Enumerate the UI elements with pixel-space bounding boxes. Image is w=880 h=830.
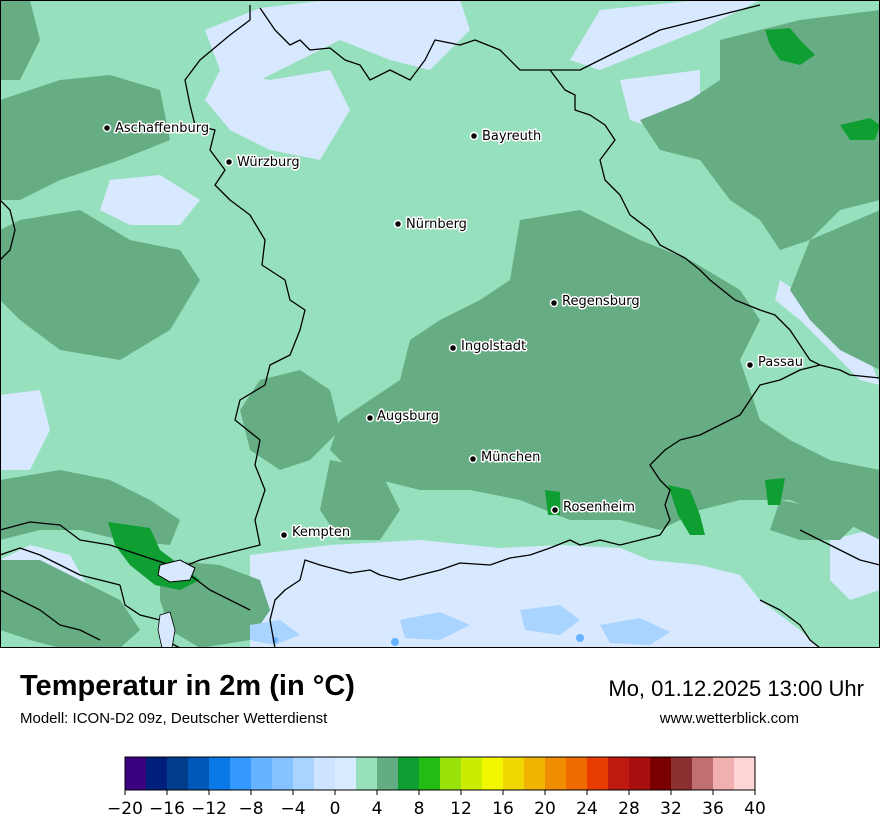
legend-tick-label: −12 [191,799,227,819]
legend-tick-label: 8 [414,799,425,819]
legend-ticks: −20 −16 −12 −8 −4 0 4 8 12 16 20 24 28 32 36 40 [107,790,766,819]
forecast-datetime: Mo, 01.12.2025 13:00 Uhr [608,676,864,701]
legend-swatch [146,757,168,790]
map-title: Temperatur in 2m (in °C) [20,670,355,702]
city-rosenheim[interactable]: Rosenheim [550,499,636,517]
city-aschaffenburg[interactable]: Aschaffenburg [102,120,211,138]
legend-swatch [503,757,525,790]
alpine-cold-spots [250,605,670,646]
city-bayreuth[interactable]: Bayreuth [469,128,543,146]
lake-constance [157,559,196,583]
temperature-map[interactable]: Aschaffenburg Würzburg Bayreuth Nürnberg… [0,0,880,648]
legend-swatch [545,757,567,790]
legend-swatch [251,757,273,790]
czech-border [549,69,821,366]
legend-swatches [125,757,756,790]
legend-swatch [230,757,252,790]
color-legend: −20 −16 −12 −8 −4 0 4 8 12 16 20 24 28 32 36 40 [107,756,766,819]
city-wuerzburg[interactable]: Würzburg [224,154,301,172]
svg-text:München: München [481,450,540,465]
southeast-border [759,529,880,648]
city-regensburg[interactable]: Regensburg [549,293,641,311]
legend-swatch [671,757,693,790]
svg-text:Bayreuth: Bayreuth [482,129,541,144]
legend-tick-label: 16 [492,799,514,819]
legend-swatch [335,757,357,790]
legend-tick-label: 36 [702,799,724,819]
legend-tick-label: −20 [107,799,143,819]
city-passau[interactable]: Passau [745,354,804,372]
legend-tick-label: −8 [238,799,263,819]
legend-swatch [482,757,504,790]
svg-text:Kempten: Kempten [292,525,350,540]
svg-text:Passau: Passau [758,355,803,370]
legend-tick-label: 0 [330,799,341,819]
legend-swatch [650,757,672,790]
lake-garda [157,611,176,648]
svg-text:Würzburg: Würzburg [237,155,300,170]
legend-swatch [356,757,378,790]
website-link[interactable]: www.wetterblick.com [659,710,799,727]
city-muenchen[interactable]: München [468,449,542,467]
legend-swatch [566,757,588,790]
svg-text:Regensburg: Regensburg [562,294,640,309]
legend-swatch [440,757,462,790]
legend-swatch [272,757,294,790]
legend-swatch [419,757,441,790]
legend-swatch [524,757,546,790]
legend-swatch [188,757,210,790]
svg-text:Nürnberg: Nürnberg [406,217,467,232]
legend-swatch [734,757,756,790]
legend-tick-label: 24 [576,799,598,819]
city-markers: Aschaffenburg Würzburg Bayreuth Nürnberg… [102,120,804,542]
western-border [0,199,16,261]
legend-tick-label: 40 [744,799,766,819]
legend-swatch [692,757,714,790]
legend-swatch [608,757,630,790]
bavaria-northern-border [184,5,550,106]
legend-tick-label: 32 [660,799,682,819]
mild-zones [0,0,880,648]
city-nuernberg[interactable]: Nürnberg [393,216,468,234]
borders [0,4,880,648]
legend-swatch [713,757,735,790]
legend-swatch [377,757,399,790]
svg-text:Rosenheim: Rosenheim [563,500,635,515]
legend-swatch [209,757,231,790]
bavaria-border [174,104,306,571]
czech-austria-border [819,364,880,379]
legend-tick-label: −16 [149,799,185,819]
city-ingolstadt[interactable]: Ingolstadt [448,338,528,356]
svg-text:Aschaffenburg: Aschaffenburg [115,121,209,136]
legend-swatch [398,757,420,790]
svg-text:Ingolstadt: Ingolstadt [461,339,526,354]
svg-text:Augsburg: Augsburg [377,409,439,424]
legend-tick-label: 28 [618,799,640,819]
legend-tick-label: 20 [534,799,556,819]
legend-swatch [461,757,483,790]
legend-tick-label: −4 [280,799,305,819]
legend-tick-label: 12 [450,799,472,819]
legend-swatch [314,757,336,790]
legend-swatch [293,757,315,790]
model-source: Modell: ICON-D2 09z, Deutscher Wetterdie… [20,710,328,727]
legend-swatch [629,757,651,790]
swiss-border [0,521,251,611]
austria-border [269,364,821,648]
saxony-border [550,4,761,71]
city-kempten[interactable]: Kempten [279,524,352,542]
city-augsburg[interactable]: Augsburg [365,408,441,426]
legend-frame [124,756,756,791]
legend-swatch [125,757,147,790]
legend-swatch [167,757,189,790]
legend-swatch [587,757,609,790]
lake-constance-region [0,547,121,586]
legend-tick-label: 4 [372,799,383,819]
warm-zones [108,28,880,590]
